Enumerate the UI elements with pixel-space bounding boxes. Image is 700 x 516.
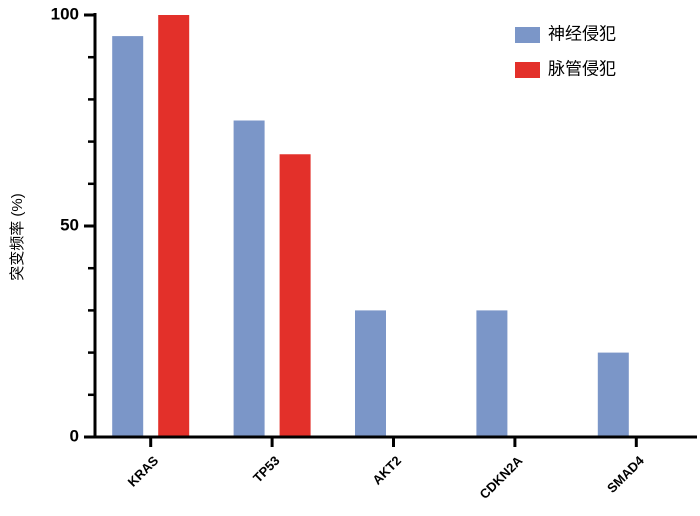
bar: [279, 154, 311, 437]
legend-label: 神经侵犯: [548, 24, 616, 43]
x-tick-label: KRAS: [125, 453, 162, 490]
bar: [476, 310, 508, 437]
x-tick-label: CDKN2A: [477, 453, 526, 502]
legend-swatch: [515, 27, 540, 43]
x-tick-label: TP53: [250, 453, 283, 486]
y-tick-label: 100: [51, 4, 79, 23]
bar: [233, 120, 265, 437]
bar: [597, 352, 629, 437]
bar: [355, 310, 386, 437]
bar: [112, 36, 144, 437]
x-tick-label: SMAD4: [604, 452, 647, 495]
legend-label: 脉管侵犯: [548, 59, 616, 78]
y-tick-label: 0: [70, 426, 79, 445]
bar: [158, 15, 190, 437]
legend-swatch: [515, 62, 540, 78]
y-tick-label: 50: [60, 215, 79, 234]
y-axis-label: 突变频率 (%): [9, 193, 26, 281]
x-tick-label: AKT2: [369, 453, 404, 488]
